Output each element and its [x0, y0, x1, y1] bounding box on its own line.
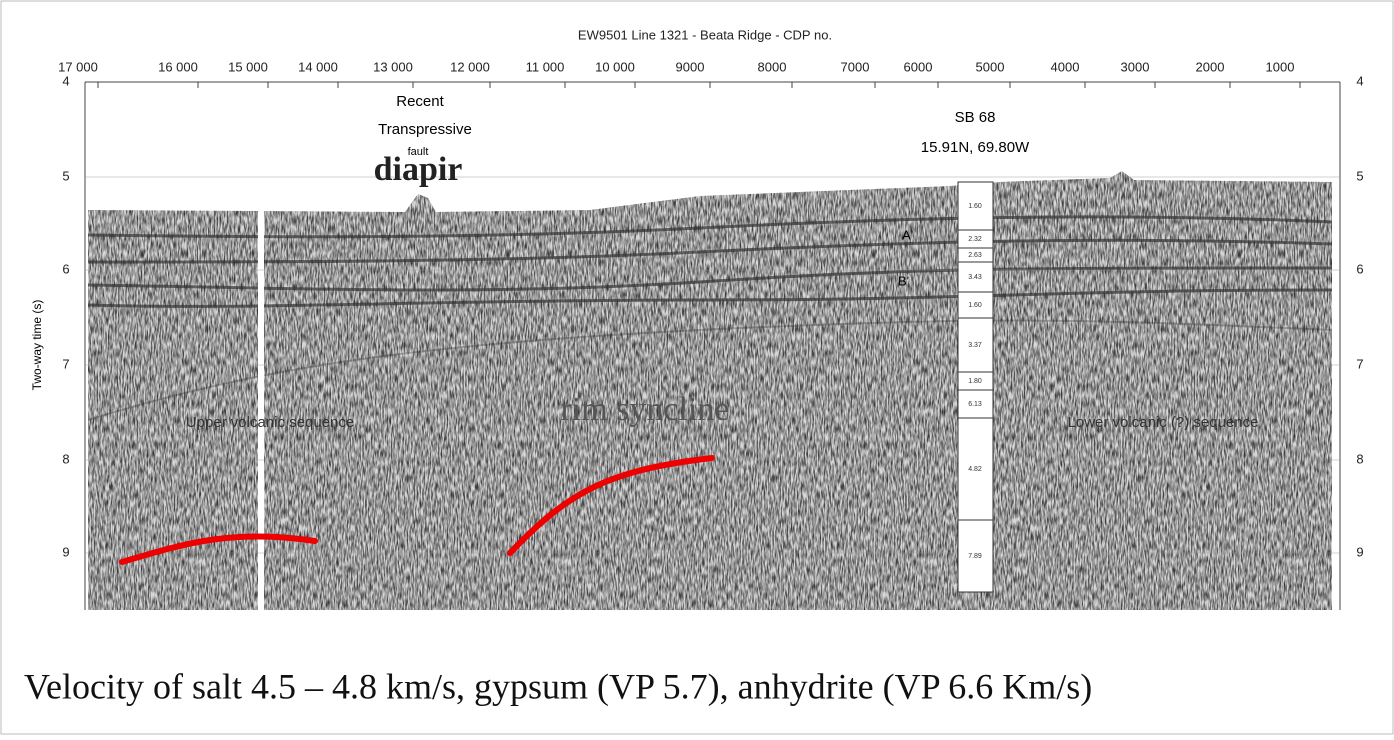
x-tick-label: 15 000 — [228, 59, 268, 74]
x-tick-label: 10 000 — [595, 59, 635, 74]
annotation: SB 68 — [955, 109, 996, 126]
well-value: 6.13 — [968, 401, 982, 408]
y-tick-label: 9 — [1356, 544, 1363, 559]
well-log: 1.60 2.32 2.63 3.43 1.60 3.37 1.80 6.13 4.82 7.89 — [958, 182, 993, 592]
x-tick-label: 11 000 — [526, 59, 565, 74]
x-tick-label: 5000 — [976, 59, 1005, 74]
annotation: Transpressive — [378, 121, 472, 138]
y-tick-label: 4 — [1356, 73, 1363, 88]
x-tick-label: 8000 — [758, 59, 787, 74]
figure: EW9501 Line 1321 - Beata Ridge - CDP no.… — [0, 0, 1394, 735]
annotation: Lower volcanic (?) sequence — [1068, 414, 1259, 431]
well-value: 2.63 — [968, 252, 982, 259]
x-tick-label: 7000 — [841, 59, 870, 74]
y-tick-label: 8 — [62, 451, 69, 466]
annotation: B' — [898, 273, 909, 288]
y-tick-label: 8 — [1356, 451, 1363, 466]
x-tick-label: 9000 — [676, 59, 705, 74]
well-value: 4.82 — [968, 466, 982, 473]
x-tick-label: 17 000 — [58, 59, 98, 74]
annotation: rim syncline — [560, 391, 729, 428]
annotation: diapir — [374, 151, 463, 188]
y-tick-label: 4 — [62, 73, 69, 88]
well-column — [958, 182, 993, 592]
well-value: 3.43 — [968, 274, 982, 281]
well-value: 2.32 — [968, 236, 982, 243]
annotation: 15.91N, 69.80W — [921, 139, 1030, 156]
x-tick-label: 1000 — [1266, 59, 1295, 74]
well-value: 7.89 — [968, 553, 982, 560]
x-tick-label: 3000 — [1121, 59, 1150, 74]
annotation: Upper volcanic sequence — [186, 414, 354, 431]
x-tick-label: 12 000 — [450, 59, 490, 74]
y-tick-label: 7 — [62, 356, 69, 371]
well-value: 3.37 — [968, 342, 982, 349]
well-value: 1.80 — [968, 378, 982, 385]
caption: Velocity of salt 4.5 – 4.8 km/s, gypsum … — [24, 666, 1092, 706]
well-value: 1.60 — [968, 203, 982, 210]
y-tick-label: 6 — [1356, 261, 1363, 276]
x-tick-label: 6000 — [904, 59, 933, 74]
annotation: Recent — [396, 93, 444, 110]
x-tick-label: 16 000 — [158, 59, 198, 74]
x-tick-label: 2000 — [1196, 59, 1225, 74]
y-axis-label: Two-way time (s) — [30, 300, 44, 391]
title: EW9501 Line 1321 - Beata Ridge - CDP no. — [578, 27, 832, 42]
annotation: A' — [902, 227, 913, 242]
x-tick-label: 14 000 — [298, 59, 338, 74]
x-tick-label: 4000 — [1051, 59, 1080, 74]
x-tick-label: 13 000 — [373, 59, 413, 74]
y-tick-label: 5 — [62, 168, 69, 183]
y-tick-label: 5 — [1356, 168, 1363, 183]
y-tick-label: 7 — [1356, 356, 1363, 371]
y-tick-label: 9 — [62, 544, 69, 559]
well-value: 1.60 — [968, 302, 982, 309]
y-tick-label: 6 — [62, 261, 69, 276]
